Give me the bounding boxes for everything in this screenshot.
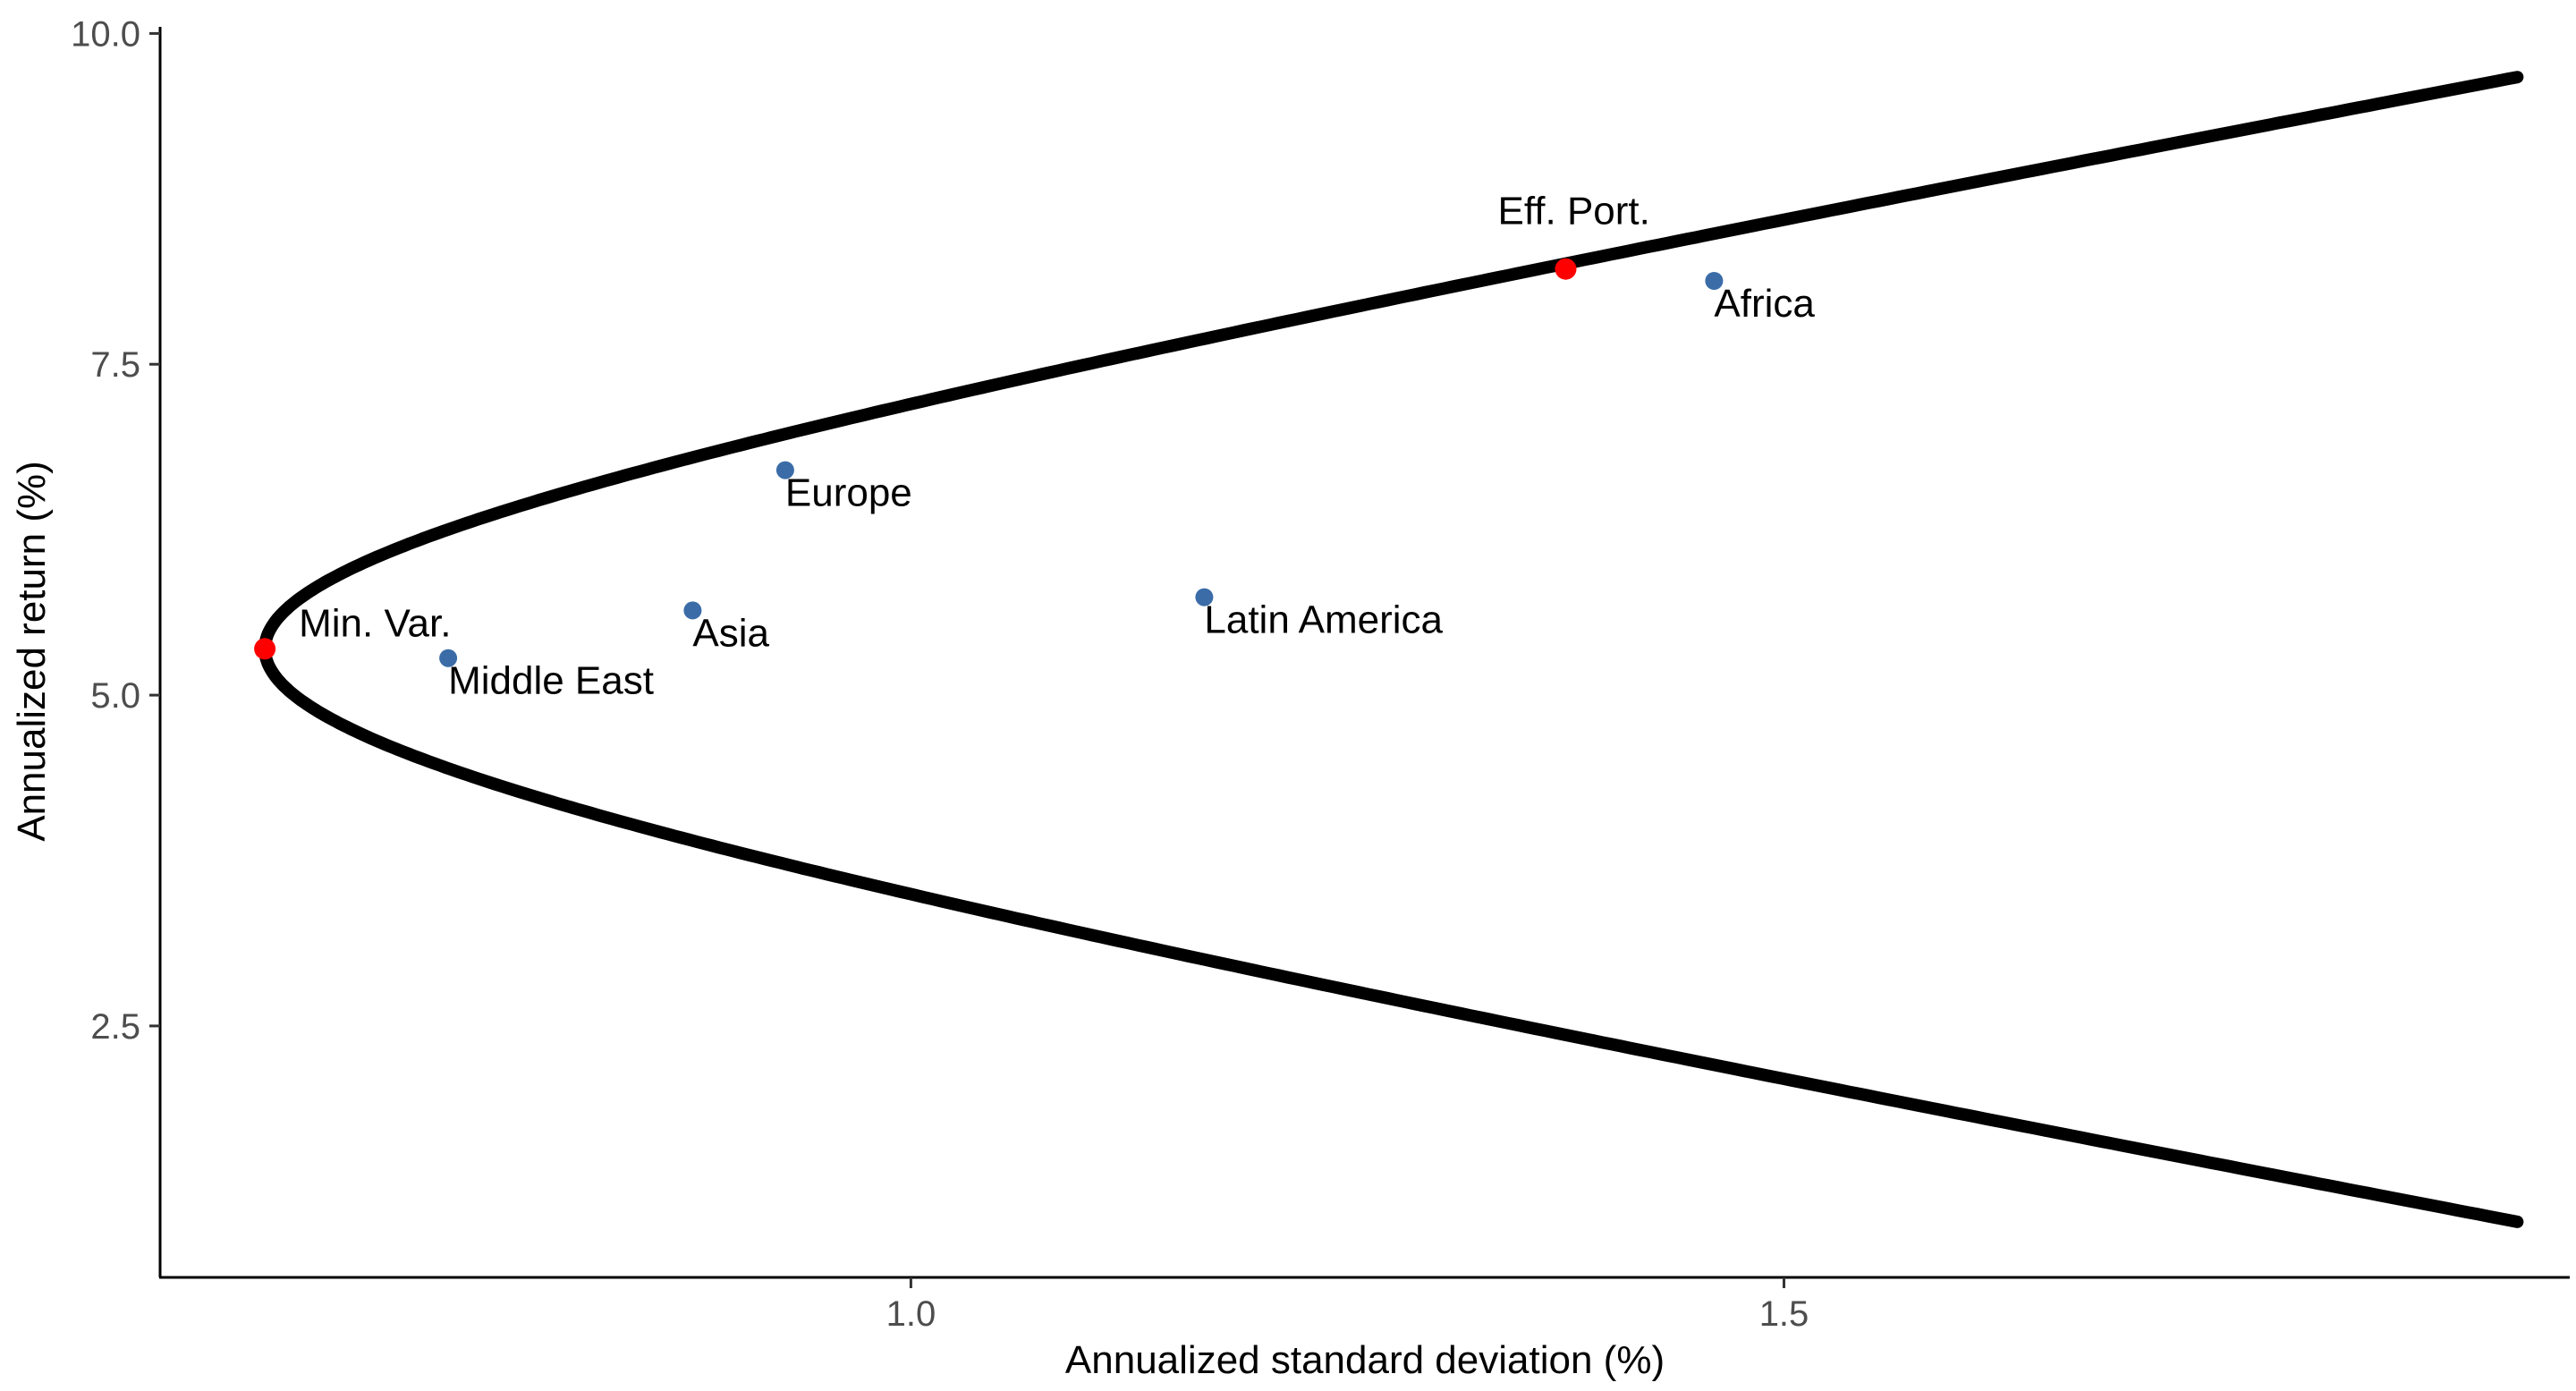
y-tick-label: 10.0 (71, 14, 140, 54)
y-tick-label: 2.5 (90, 1007, 140, 1047)
plot-area: Middle East Asia Europe Latin America Africa… (254, 71, 2524, 1228)
point-latin-america (1195, 588, 1214, 606)
point-middle-east (439, 649, 458, 667)
x-axis-ticks: 1.0 1.5 (886, 1277, 1809, 1334)
label-middle-east: Middle East (448, 659, 654, 703)
label-africa: Africa (1714, 282, 1815, 326)
x-axis-title: Annualized standard deviation (%) (1065, 1338, 1665, 1382)
label-asia: Asia (692, 611, 769, 655)
point-eff-port (1555, 258, 1577, 280)
point-min-var (254, 638, 276, 660)
y-axis-ticks: 2.5 5.0 7.5 10.0 (71, 14, 160, 1047)
y-tick-label: 7.5 (90, 345, 140, 385)
label-eff-port: Eff. Port. (1498, 190, 1650, 233)
label-latin-america: Latin America (1204, 598, 1443, 642)
label-min-var: Min. Var. (299, 601, 451, 645)
y-tick-label: 5.0 (90, 676, 140, 716)
label-europe: Europe (785, 471, 912, 515)
point-africa (1705, 272, 1724, 290)
point-europe (775, 461, 794, 479)
x-tick-label: 1.0 (886, 1294, 936, 1334)
data-point-labels: Middle East Asia Europe Latin America Africa… (299, 190, 1815, 703)
x-tick-label: 1.5 (1759, 1294, 1809, 1334)
data-points (254, 258, 1724, 667)
y-axis-title: Annualized return (%) (10, 461, 54, 842)
point-asia (683, 601, 702, 620)
efficient-frontier-curve (258, 71, 2524, 1228)
